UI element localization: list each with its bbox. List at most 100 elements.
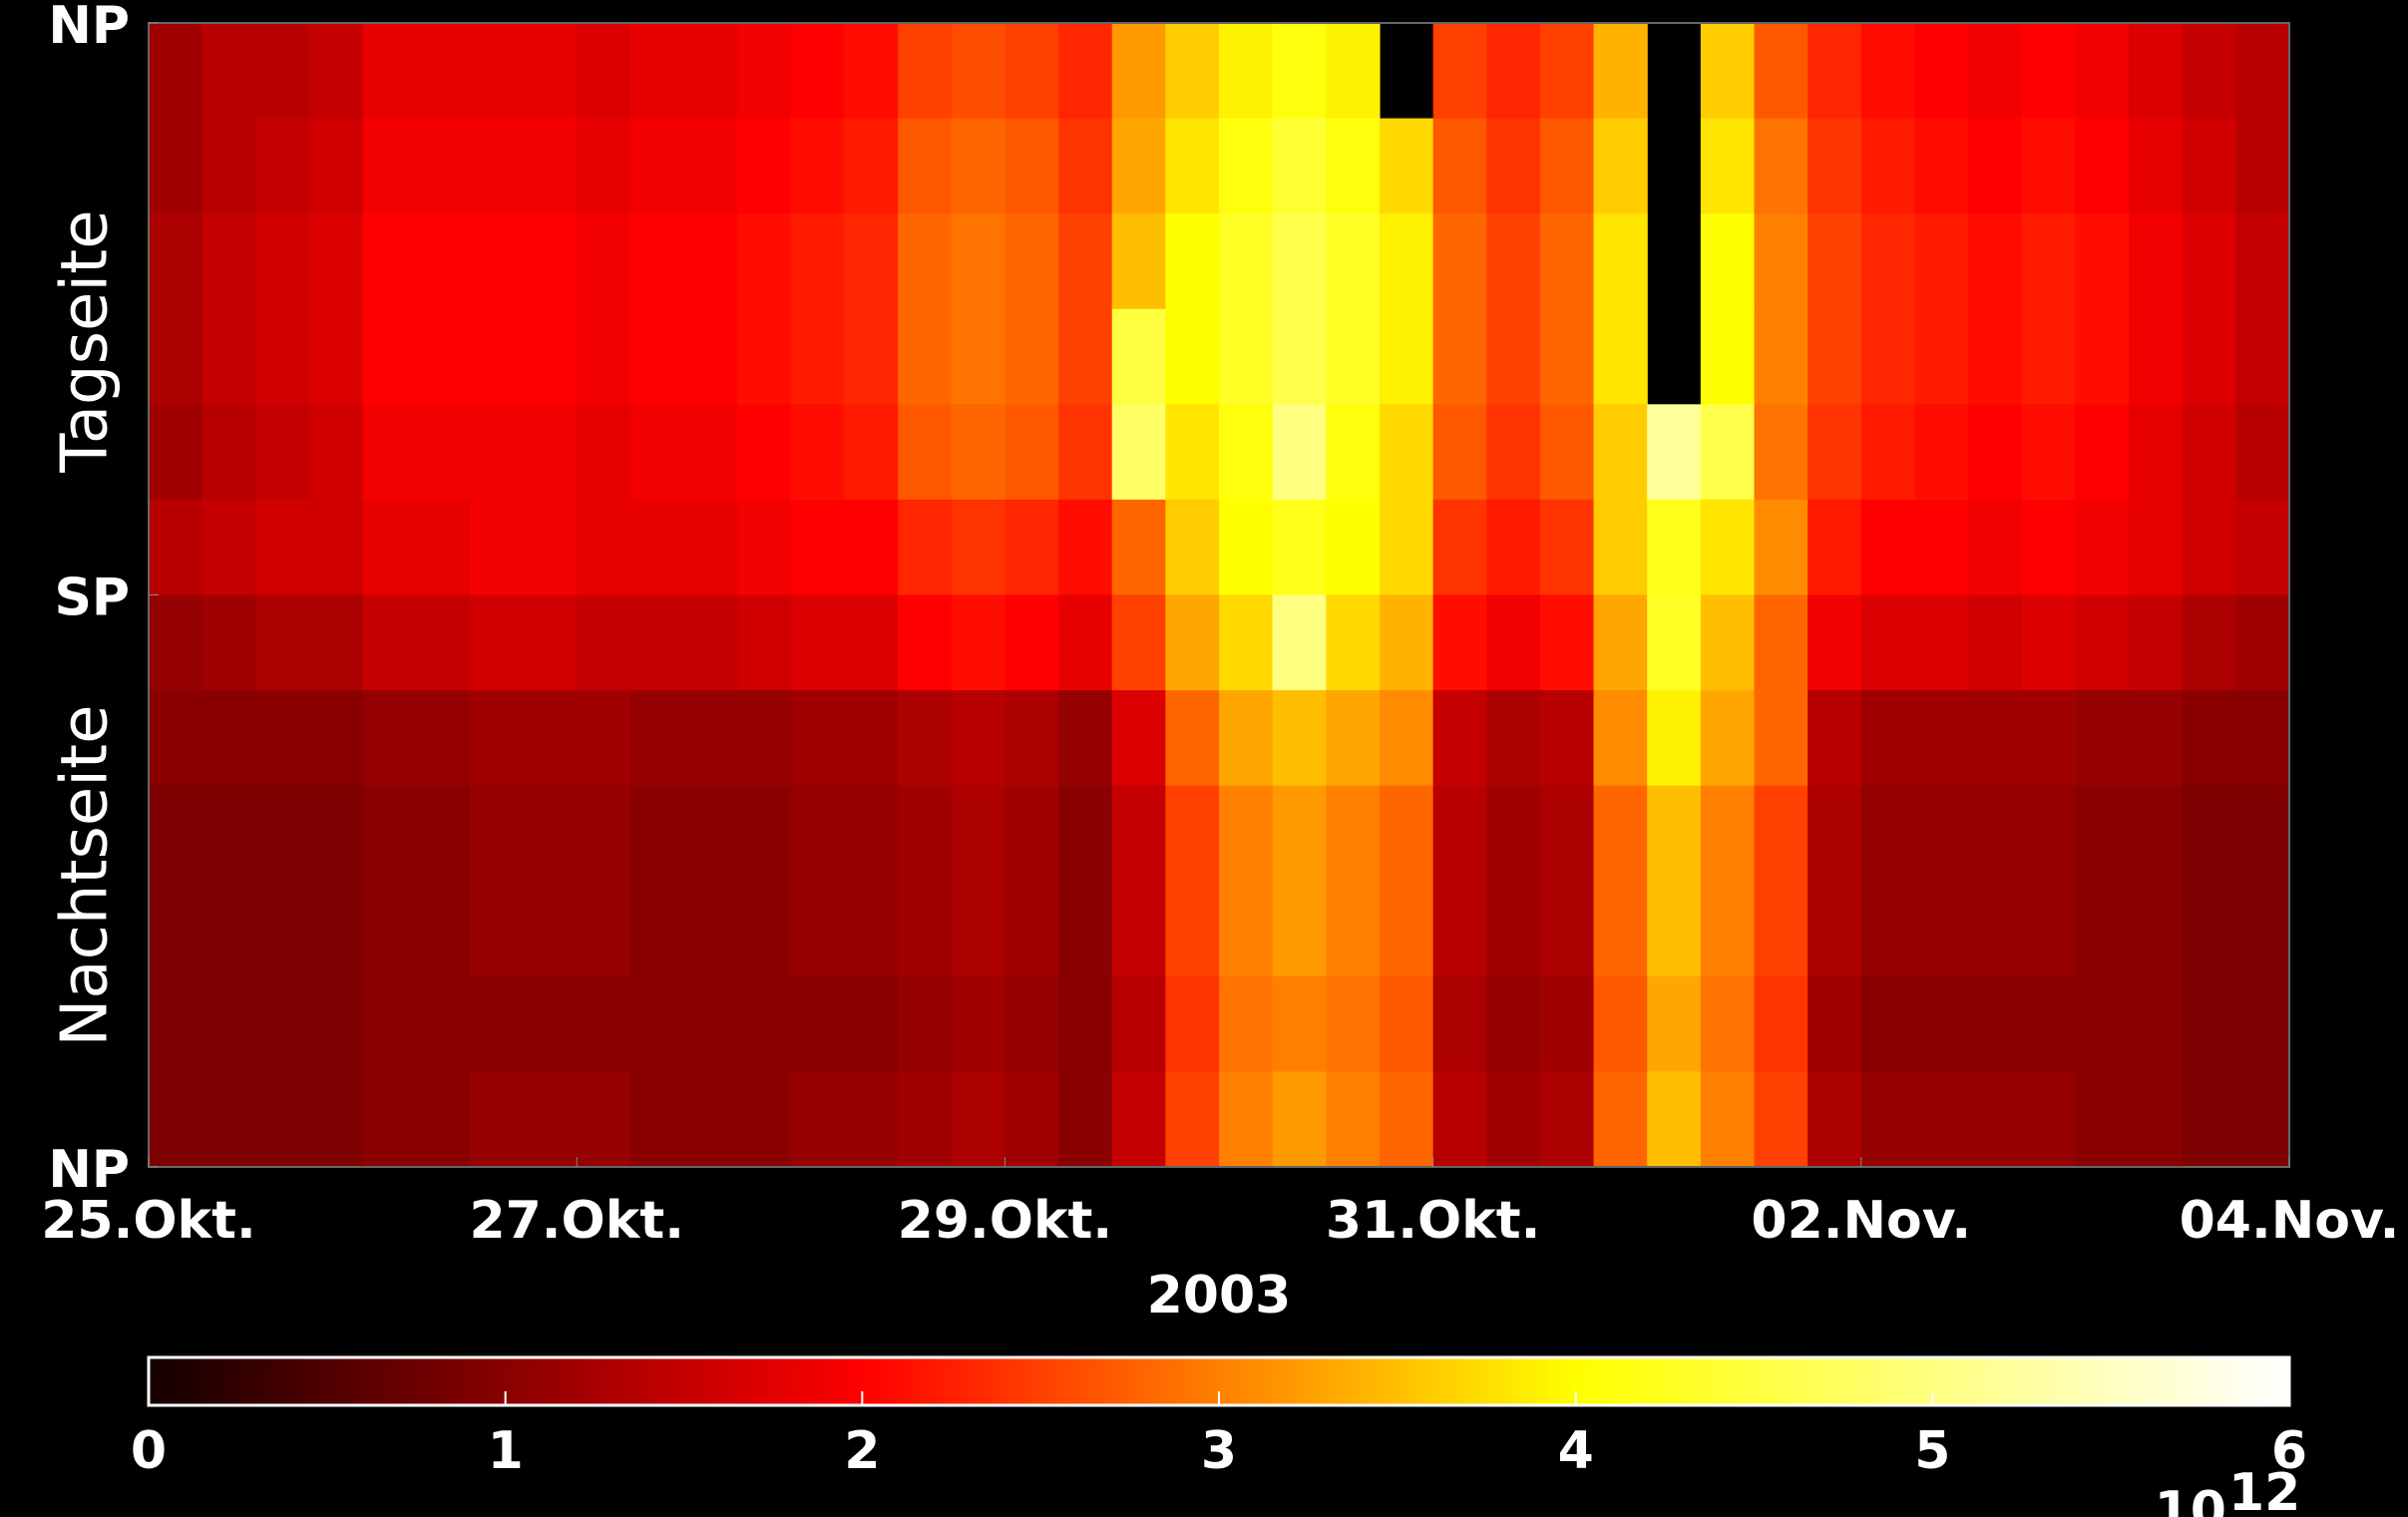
heatmap-cell: [629, 23, 685, 120]
heatmap-cell: [2129, 881, 2184, 977]
heatmap-cell: [1486, 881, 1541, 977]
heatmap-cell: [1326, 118, 1381, 214]
heatmap-cell: [308, 690, 364, 787]
heatmap-cell: [2235, 690, 2290, 787]
heatmap-cell: [1968, 499, 2023, 596]
heatmap-cell: [523, 881, 578, 977]
heatmap-cell: [1486, 785, 1541, 882]
heatmap-cell: [1700, 594, 1756, 691]
heatmap-cell: [1593, 1071, 1648, 1168]
heatmap-cell: [737, 690, 792, 787]
heatmap-cell: [2075, 594, 2130, 691]
x-tick-label: 02.Nov.: [1751, 1191, 1971, 1251]
heatmap-cell: [1432, 594, 1487, 691]
heatmap-cell: [255, 499, 310, 596]
heatmap-cell: [1593, 690, 1648, 787]
heatmap-cell: [1700, 499, 1756, 596]
heatmap-cell: [1165, 690, 1220, 787]
heatmap-cell: [469, 404, 525, 501]
heatmap-cell: [149, 594, 203, 691]
heatmap-cell: [1914, 499, 1969, 596]
heatmap-cell: [2235, 1071, 2290, 1168]
heatmap-cell: [737, 499, 792, 596]
heatmap-cell: [1968, 404, 2023, 501]
heatmap-cell: [1379, 975, 1434, 1073]
heatmap-cell: [2182, 594, 2236, 691]
heatmap-cell: [1807, 690, 1862, 787]
heatmap-cell: [1058, 594, 1113, 691]
heatmap-cell: [1539, 118, 1595, 214]
heatmap-cell: [149, 690, 203, 787]
heatmap-cell: [1807, 118, 1862, 214]
heatmap-cell: [1754, 785, 1808, 882]
heatmap-cell: [629, 594, 685, 691]
heatmap-cell: [308, 785, 364, 882]
heatmap-cell: [201, 690, 256, 787]
heatmap-cell: [1486, 499, 1541, 596]
heatmap-cell: [2075, 499, 2130, 596]
heatmap-cell: [1432, 118, 1487, 214]
heatmap-cell: [1700, 690, 1756, 787]
x-axis-label: 2003: [1147, 1266, 1292, 1326]
heatmap-cell: [2129, 404, 2184, 501]
heatmap-cell: [1647, 690, 1702, 787]
heatmap-cell: [2129, 690, 2184, 787]
heatmap-cell: [1914, 308, 1969, 405]
heatmap-cell: [201, 404, 256, 501]
heatmap-cell: [1539, 213, 1595, 310]
heatmap-cell: [629, 404, 685, 501]
heatmap-cell: [898, 118, 953, 214]
heatmap-cell: [898, 594, 953, 691]
heatmap-cell: [201, 499, 256, 596]
heatmap-cell: [1058, 1071, 1113, 1168]
heatmap-cell: [1754, 690, 1808, 787]
heatmap-cell: [683, 23, 738, 120]
heatmap-cell: [362, 118, 417, 214]
heatmap-cell: [683, 690, 738, 787]
heatmap-cell: [149, 785, 203, 882]
heatmap-cell: [149, 1071, 203, 1168]
heatmap-cell: [2235, 404, 2290, 501]
heatmap-cell: [1754, 213, 1808, 310]
heatmap-cell: [577, 594, 631, 691]
heatmap-cell: [149, 975, 203, 1073]
heatmap-cell: [1004, 594, 1059, 691]
heatmap-cell: [1004, 118, 1059, 214]
heatmap-cell: [1379, 308, 1434, 405]
heatmap-cell: [201, 23, 256, 120]
heatmap-cell: [898, 23, 953, 120]
heatmap-cell: [1700, 308, 1756, 405]
heatmap-cell: [2075, 118, 2130, 214]
heatmap-cell: [737, 594, 792, 691]
heatmap-cell: [1539, 785, 1595, 882]
heatmap-cell: [416, 975, 471, 1073]
heatmap-cell: [2129, 1071, 2184, 1168]
heatmap-cell: [1754, 499, 1808, 596]
heatmap-cell: [201, 118, 256, 214]
heatmap-cell: [1326, 23, 1381, 120]
heatmap-cell: [149, 118, 203, 214]
heatmap-cell: [1593, 23, 1648, 120]
heatmap-cell: [951, 690, 1005, 787]
heatmap-cell: [1004, 975, 1059, 1073]
heatmap-cell: [2182, 1071, 2236, 1168]
heatmap-cell: [1968, 118, 2023, 214]
heatmap-cell: [1807, 1071, 1862, 1168]
heatmap-cell: [1058, 118, 1113, 214]
heatmap-cell: [201, 975, 256, 1073]
heatmap-cell: [737, 1071, 792, 1168]
colorbar-tick-label: 1: [488, 1421, 524, 1481]
heatmap-cell: [2235, 499, 2290, 596]
colorbar-tick-label: 3: [1201, 1421, 1237, 1481]
heatmap-cell: [523, 785, 578, 882]
heatmap-cell: [629, 213, 685, 310]
heatmap-cell: [1165, 594, 1220, 691]
heatmap-cell: [1379, 594, 1434, 691]
heatmap-cell: [2075, 23, 2130, 120]
heatmap-cell: [1914, 213, 1969, 310]
heatmap-cell: [2075, 785, 2130, 882]
heatmap-cell: [416, 499, 471, 596]
heatmap-cell: [2021, 499, 2076, 596]
heatmap-cell: [1539, 404, 1595, 501]
